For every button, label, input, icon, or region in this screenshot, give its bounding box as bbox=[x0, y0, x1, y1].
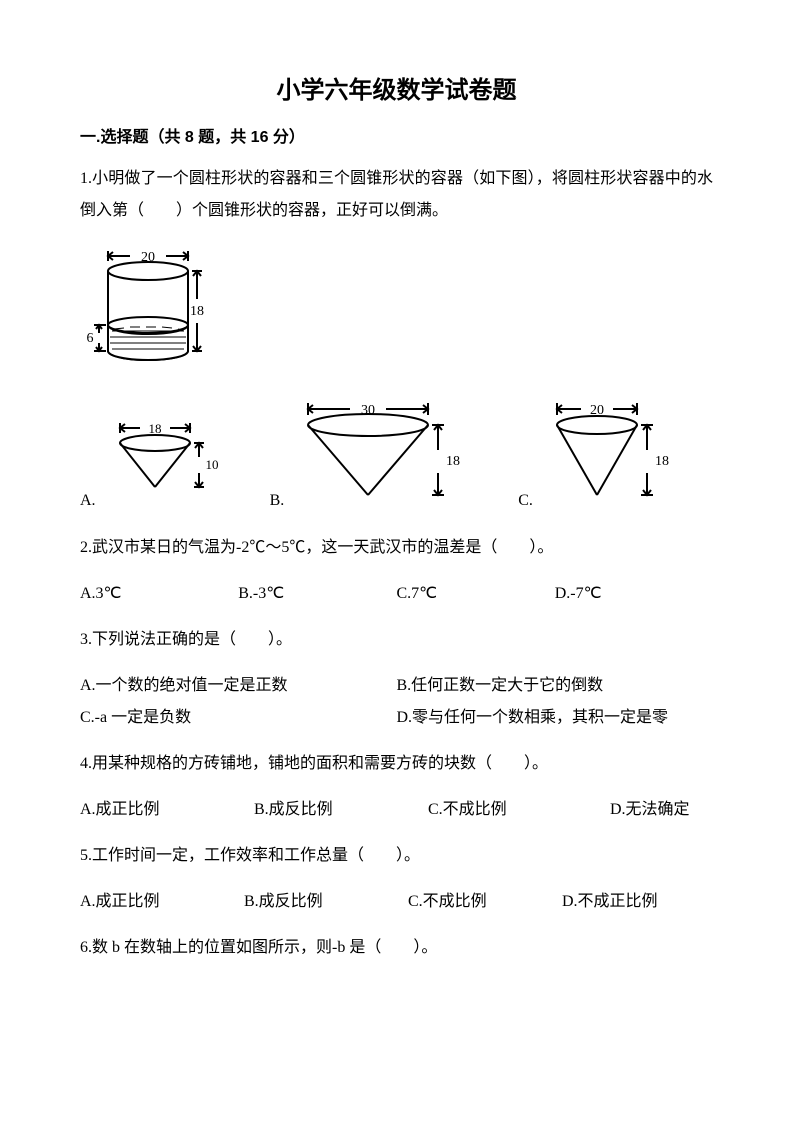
svg-text:6: 6 bbox=[87, 331, 94, 346]
option-label: C. bbox=[518, 492, 533, 510]
section-1-header: 一.选择题（共 8 题，共 16 分） bbox=[80, 123, 713, 147]
q3-option-d[interactable]: D.零与任何一个数相乘，其积一定是零 bbox=[397, 702, 714, 734]
option-label: A. bbox=[80, 492, 96, 510]
q2-option-c[interactable]: C.7℃ bbox=[397, 578, 555, 610]
q4-option-c[interactable]: C.不成比例 bbox=[428, 794, 606, 826]
question-6-text: 6.数 b 在数轴上的位置如图所示，则-b 是（ ）。 bbox=[80, 932, 713, 964]
q4-options: A.成正比例 B.成反比例 C.不成比例 D.无法确定 bbox=[80, 794, 713, 826]
q5-option-a[interactable]: A.成正比例 bbox=[80, 886, 240, 918]
q3-option-c[interactable]: C.-a 一定是负数 bbox=[80, 702, 397, 734]
svg-text:18: 18 bbox=[190, 304, 204, 319]
q3-options: A.一个数的绝对值一定是正数 B.任何正数一定大于它的倒数 C.-a 一定是负数… bbox=[80, 670, 713, 734]
page-title: 小学六年级数学试卷题 bbox=[80, 70, 713, 105]
q3-option-b[interactable]: B.任何正数一定大于它的倒数 bbox=[397, 670, 714, 702]
q5-options: A.成正比例 B.成反比例 C.不成比例 D.不成正比例 bbox=[80, 886, 713, 918]
cone-a-svg: 18 10 bbox=[100, 415, 230, 510]
q4-option-a[interactable]: A.成正比例 bbox=[80, 794, 250, 826]
q5-option-d[interactable]: D.不成正比例 bbox=[562, 886, 658, 918]
q3-option-a[interactable]: A.一个数的绝对值一定是正数 bbox=[80, 670, 397, 702]
svg-text:30: 30 bbox=[361, 403, 375, 418]
q1-cylinder-figure: 20 bbox=[80, 241, 713, 371]
q2-option-a[interactable]: A.3℃ bbox=[80, 578, 238, 610]
q1-options: A. 18 bbox=[80, 395, 713, 510]
question-3-text: 3.下列说法正确的是（ ）。 bbox=[80, 624, 713, 656]
exam-page: 小学六年级数学试卷题 一.选择题（共 8 题，共 16 分） 1.小明做了一个圆… bbox=[0, 0, 793, 1122]
q1-option-b[interactable]: B. 30 bbox=[270, 395, 479, 510]
svg-text:18: 18 bbox=[446, 454, 460, 469]
q1-option-a[interactable]: A. 18 bbox=[80, 415, 230, 510]
cylinder-svg: 20 bbox=[80, 241, 230, 371]
q5-option-b[interactable]: B.成反比例 bbox=[244, 886, 404, 918]
cone-c-svg: 20 18 bbox=[537, 395, 687, 510]
question-5-text: 5.工作时间一定，工作效率和工作总量（ ）。 bbox=[80, 840, 713, 872]
q2-options: A.3℃ B.-3℃ C.7℃ D.-7℃ bbox=[80, 578, 713, 610]
q1-option-c[interactable]: C. 20 bbox=[518, 395, 687, 510]
option-label: B. bbox=[270, 492, 285, 510]
q4-option-d[interactable]: D.无法确定 bbox=[610, 794, 690, 826]
svg-text:18: 18 bbox=[148, 421, 161, 436]
question-2-text: 2.武汉市某日的气温为-2℃～5℃，这一天武汉市的温差是（ ）。 bbox=[80, 532, 713, 564]
svg-text:10: 10 bbox=[205, 457, 218, 472]
q5-option-c[interactable]: C.不成比例 bbox=[408, 886, 558, 918]
question-1-text: 1.小明做了一个圆柱形状的容器和三个圆锥形状的容器（如下图），将圆柱形状容器中的… bbox=[80, 163, 713, 227]
svg-text:18: 18 bbox=[655, 454, 669, 469]
cone-b-svg: 30 18 bbox=[288, 395, 478, 510]
q4-option-b[interactable]: B.成反比例 bbox=[254, 794, 424, 826]
question-4-text: 4.用某种规格的方砖铺地，铺地的面积和需要方砖的块数（ ）。 bbox=[80, 748, 713, 780]
q2-option-b[interactable]: B.-3℃ bbox=[238, 578, 396, 610]
q2-option-d[interactable]: D.-7℃ bbox=[555, 578, 713, 610]
